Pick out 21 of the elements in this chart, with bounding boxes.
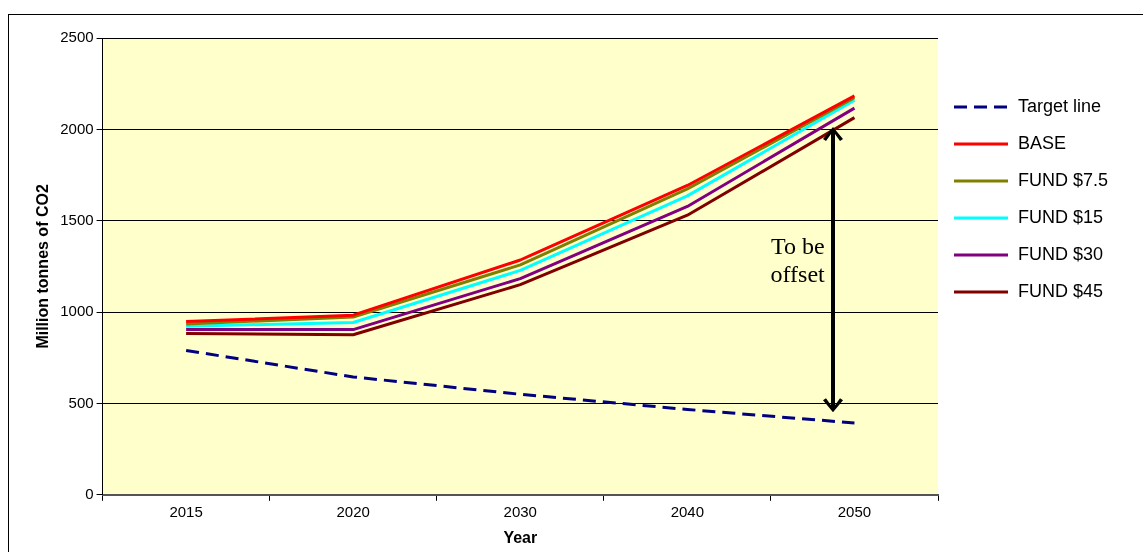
y-tick-label: 2000 bbox=[60, 119, 94, 137]
y-tick-label: 1000 bbox=[60, 302, 94, 320]
legend-label: BASE bbox=[1018, 133, 1067, 154]
x-tick-label: 2015 bbox=[169, 502, 203, 520]
legend-label: FUND $30 bbox=[1018, 244, 1104, 265]
y-axis-title: Million tonnes of CO2 bbox=[34, 184, 52, 349]
annotation: To be offset bbox=[770, 233, 826, 288]
legend-label: FUND $45 bbox=[1018, 281, 1104, 302]
x-tick-label: 2020 bbox=[336, 502, 370, 520]
x-tick-label: 2030 bbox=[503, 502, 537, 520]
legend-label: FUND $7.5 bbox=[1018, 170, 1109, 191]
legend-label: FUND $15 bbox=[1018, 207, 1104, 228]
y-tick-label: 500 bbox=[68, 393, 94, 411]
y-tick-label: 2500 bbox=[60, 28, 94, 46]
y-tick-label: 1500 bbox=[60, 210, 94, 228]
x-tick-label: 2040 bbox=[670, 502, 705, 520]
y-tick-label: 0 bbox=[85, 484, 94, 502]
legend-label: Target line bbox=[1018, 96, 1102, 117]
line-series bbox=[184, 348, 856, 425]
x-axis-title: Year bbox=[503, 528, 538, 546]
x-tick-label: 2050 bbox=[837, 502, 872, 520]
